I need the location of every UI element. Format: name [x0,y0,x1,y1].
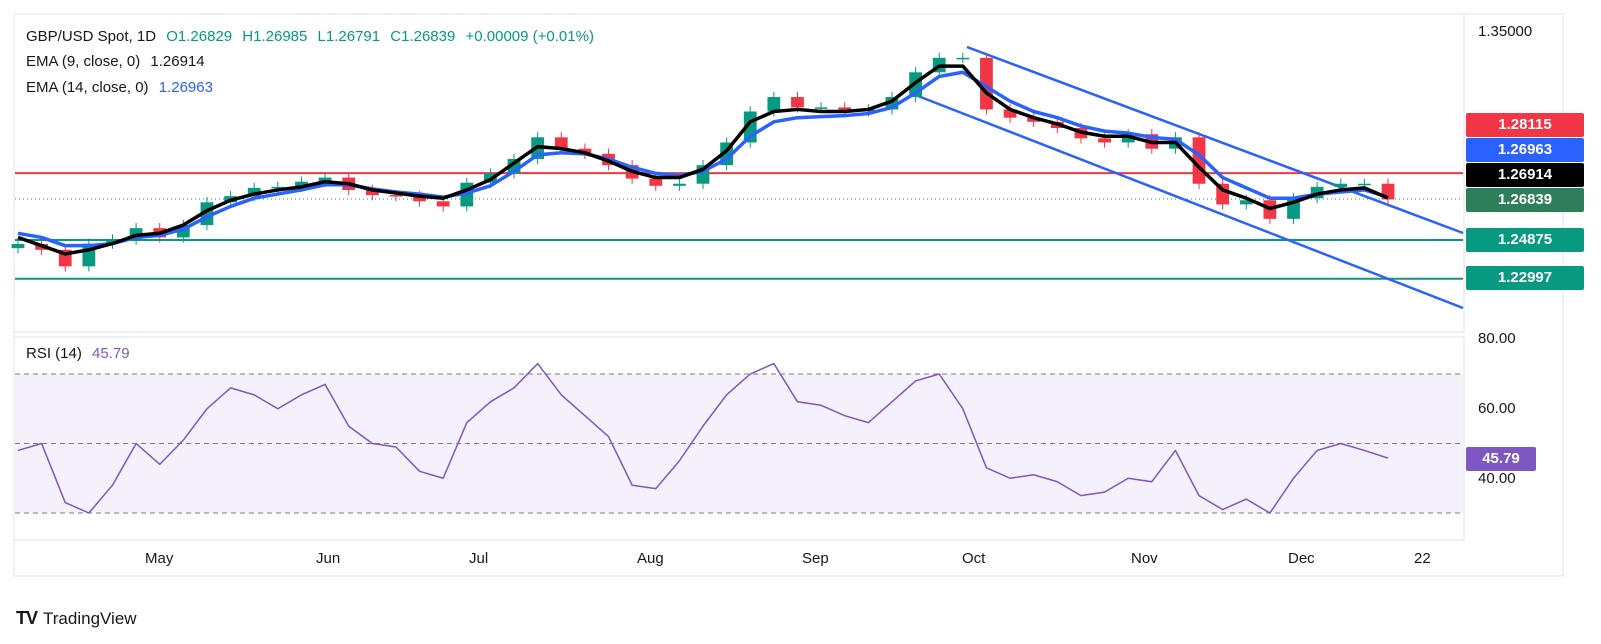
ema9-legend[interactable]: EMA (9, close, 0) 1.26914 [26,53,211,70]
x-axis-label-oct: Oct [962,550,986,567]
candle-body [247,187,261,197]
candle-body [1027,117,1041,122]
channel-upper-line [966,45,1464,235]
candle-body [554,137,568,149]
rsi-legend[interactable]: RSI (14) 45.79 [26,345,136,362]
ema9-line [17,64,1389,256]
candle-body [956,57,970,60]
candle-body [767,97,781,112]
candle-body [672,183,686,186]
ohlc-legend: GBP/USD Spot, 1D O1.26829 H1.26985 L1.26… [26,28,600,45]
candle-body [838,107,852,112]
candle-body [1357,183,1371,186]
last-price-badge: 1.26839 [1466,188,1584,212]
descending-channel [917,45,1464,310]
candle-body [649,178,663,186]
resistance-price-badge: 1.28115 [1466,113,1584,137]
ema9-value: 1.26914 [150,53,205,70]
open-value: O1.26829 [166,28,233,45]
candle-body [365,189,379,196]
candle-body [106,239,119,244]
x-axis-label-22: 22 [1414,550,1431,567]
change-value: +0.00009 (+0.01%) [465,28,594,45]
candle-body [271,186,285,189]
x-axis-label-aug: Aug [637,550,664,567]
ema9-label: EMA (9, close, 0) [26,53,141,70]
x-axis-label-sep: Sep [802,550,829,567]
rsi-axis-label-80: 80.00 [1478,330,1516,347]
low-value: L1.26791 [317,28,381,45]
horizontal-levels [15,172,1463,280]
ema14-label: EMA (14, close, 0) [26,79,149,96]
rsi-reference-lines [15,373,1463,514]
candle-body [436,201,450,207]
symbol-label: GBP/USD Spot, 1D [26,28,157,45]
candle-body [11,244,25,249]
candle-body [1098,138,1111,143]
rsi-value-badge: 45.79 [1466,447,1536,471]
candle-body [318,177,332,182]
candle-body [295,181,308,187]
brand-name: TradingView [43,608,137,628]
tradingview-brand[interactable]: TV TradingView [16,608,137,629]
candle-body [389,195,403,197]
x-axis-label-jul: Jul [469,550,489,567]
x-axis-label-jun: Jun [316,550,341,567]
close-value: C1.26839 [390,28,456,45]
candle-body [1003,109,1017,118]
x-axis-label-may: May [145,550,174,567]
rsi-line [17,362,1389,514]
rsi-series [17,362,1389,514]
ema14-value: 1.26963 [158,79,213,96]
rsi-axis-label-60: 60.00 [1478,400,1516,417]
price-series [11,52,1395,272]
ema9-price-badge: 1.26914 [1466,163,1584,187]
support2-price-badge: 1.22997 [1466,266,1584,290]
pane-frames [13,13,1564,577]
price-axis-label: 1.35000 [1478,23,1533,40]
x-axis-label-dec: Dec [1288,550,1315,567]
chart-outer-frame [13,13,1564,577]
rsi-label: RSI (14) [26,345,82,362]
candle-body [814,107,828,109]
rsi-value: 45.79 [92,345,130,362]
candle-body [1239,200,1253,205]
ema14-line [17,70,1389,248]
support1-price-badge: 1.24875 [1466,228,1584,252]
ema14-legend[interactable]: EMA (14, close, 0) 1.26963 [26,79,219,96]
x-axis-label-nov: Nov [1131,550,1158,567]
candle-body [791,97,804,108]
tradingview-logo-icon: TV [16,608,38,628]
rsi-axis-label-40: 40.00 [1478,470,1516,487]
high-value: H1.26985 [242,28,308,45]
candle-body [413,196,426,202]
ema14-price-badge: 1.26963 [1466,138,1584,162]
candle-body [1121,134,1135,143]
candle-body [1334,183,1348,187]
channel-lower-line [917,94,1464,310]
